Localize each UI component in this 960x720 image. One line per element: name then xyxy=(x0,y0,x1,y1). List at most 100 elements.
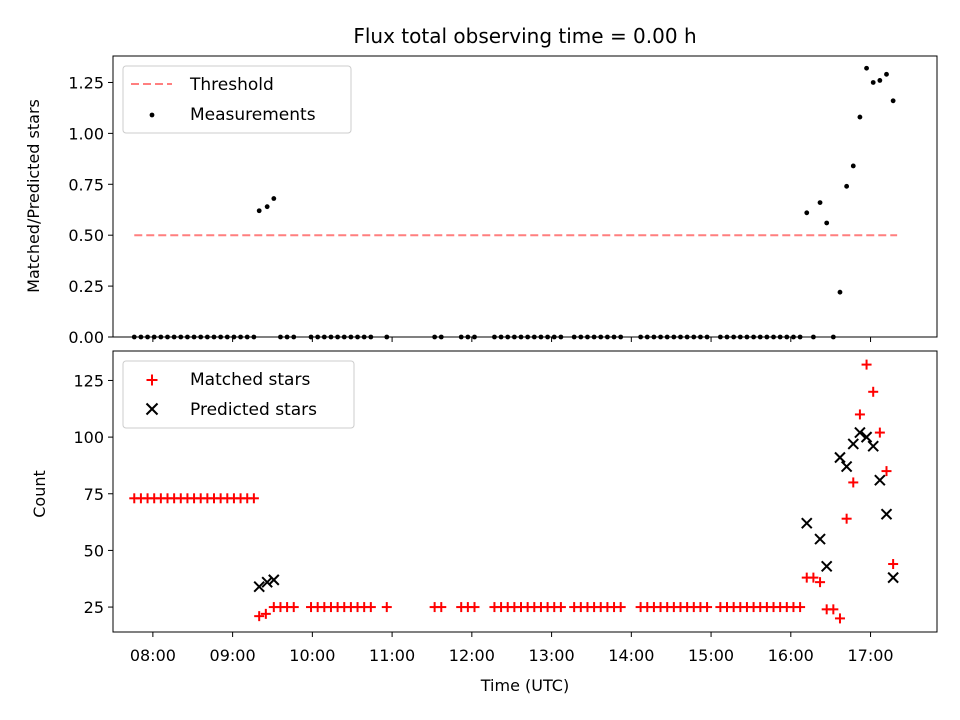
matched-stars-point xyxy=(841,513,852,524)
predicted-stars-point xyxy=(854,426,866,439)
legend-matched-swatch xyxy=(146,374,158,386)
predicted-stars-point xyxy=(874,474,886,486)
top-y-tick-label: 0.50 xyxy=(68,226,104,245)
legend-measurements-swatch xyxy=(149,112,155,118)
matched-stars-point xyxy=(881,466,892,477)
matched-stars-point xyxy=(828,604,839,615)
bottom-legend: Matched stars Predicted stars xyxy=(122,360,355,429)
x-tick-label: 13:00 xyxy=(529,646,575,665)
measurements-point xyxy=(264,204,270,210)
bottom-legend-box xyxy=(122,360,355,429)
predicted-stars-point xyxy=(801,517,813,529)
measurements-point xyxy=(890,98,896,104)
legend-matched-label: Matched stars xyxy=(190,370,310,390)
legend-predicted-swatch xyxy=(145,402,159,416)
x-tick-label: 15:00 xyxy=(688,646,734,665)
matched-stars-point xyxy=(795,602,806,613)
top-y-tick-label: 0.75 xyxy=(68,175,104,194)
top-y-axis-label: Matched/Predicted stars xyxy=(24,99,43,293)
top-y-tick-label: 0.25 xyxy=(68,277,104,296)
predicted-stars-point xyxy=(268,574,280,586)
x-tick-label: 09:00 xyxy=(210,646,256,665)
matched-stars-point xyxy=(861,359,872,370)
matched-stars-point xyxy=(868,386,879,397)
measurements-point xyxy=(824,220,830,226)
bottom-y-axis-label: Count xyxy=(30,470,49,518)
measurements-point xyxy=(877,78,883,83)
top-y-tick-label: 1.25 xyxy=(68,73,104,92)
top-legend: Threshold Measurements xyxy=(122,65,352,134)
bottom-x-axis: 08:00 09:00 10:00 11:00 12:00 13:00 14:00 15:00… xyxy=(130,632,894,665)
predicted-stars-point xyxy=(834,451,846,464)
bottom-y-tick-label: 25 xyxy=(84,598,104,617)
x-axis-label: Time (UTC) xyxy=(480,676,569,695)
top-panel: 0.00 0.25 0.50 0.75 1.00 1.25 Matched/Predict… xyxy=(24,55,938,347)
matched-stars-point xyxy=(815,577,826,588)
x-tick-label: 10:00 xyxy=(289,646,335,665)
measurements-point xyxy=(870,80,876,85)
top-plot-area xyxy=(131,65,898,340)
measurements-point xyxy=(256,208,262,214)
measurements-point xyxy=(844,183,850,189)
top-y-tick-label: 0.00 xyxy=(68,328,104,347)
bottom-panel: 25 50 75 100 125 08:00 09:00 10:00 11:00 12:00 13… xyxy=(30,350,938,695)
legend-measurements-label: Measurements xyxy=(190,105,316,125)
bottom-y-tick-label: 125 xyxy=(73,371,104,390)
predicted-stars-point xyxy=(880,508,893,520)
matched-stars-point xyxy=(381,602,392,613)
predicted-stars-point xyxy=(847,438,859,450)
x-tick-label: 14:00 xyxy=(608,646,654,665)
top-x-axis xyxy=(152,337,872,342)
top-y-tick-label: 1.00 xyxy=(68,124,104,143)
measurements-point xyxy=(837,289,843,295)
bottom-y-tick-label: 50 xyxy=(84,541,104,560)
matched-stars-point xyxy=(365,602,376,613)
predicted-stars-point xyxy=(867,440,879,452)
measurements-point xyxy=(817,200,823,206)
measurements-point xyxy=(271,196,277,201)
legend-predicted-label: Predicted stars xyxy=(190,400,317,420)
matched-stars-point xyxy=(702,602,713,613)
matched-stars-point xyxy=(854,409,865,420)
predicted-stars-point xyxy=(820,560,833,572)
measurements-point xyxy=(857,114,863,120)
predicted-stars-point xyxy=(887,571,899,584)
matched-stars-point xyxy=(260,608,271,619)
bottom-plot-area xyxy=(129,359,899,624)
bottom-y-axis: 25 50 75 100 125 xyxy=(73,371,113,617)
measurements-point xyxy=(884,71,889,77)
predicted-stars-point xyxy=(261,576,273,588)
matched-stars-point xyxy=(469,602,480,613)
predicted-stars-point xyxy=(253,580,265,593)
measurements-point xyxy=(864,65,869,71)
x-tick-label: 08:00 xyxy=(130,646,176,665)
chart-title: Flux total observing time = 0.00 h xyxy=(353,24,696,48)
matched-stars-point xyxy=(874,427,885,438)
bottom-y-tick-label: 100 xyxy=(73,428,104,447)
matched-stars-point xyxy=(248,493,259,504)
bottom-axes-frame xyxy=(112,350,938,633)
predicted-stars-point xyxy=(814,533,826,545)
matched-stars-point xyxy=(615,602,626,613)
x-tick-label: 12:00 xyxy=(449,646,495,665)
top-y-axis: 0.00 0.25 0.50 0.75 1.00 1.25 xyxy=(68,73,113,347)
x-tick-label: 17:00 xyxy=(847,646,893,665)
x-tick-label: 16:00 xyxy=(768,646,814,665)
matched-stars-point xyxy=(834,613,845,624)
x-tick-label: 11:00 xyxy=(369,646,415,665)
legend-threshold-label: Threshold xyxy=(189,75,274,95)
matched-stars-point xyxy=(288,602,299,613)
measurements-point xyxy=(804,210,810,216)
predicted-stars-point xyxy=(840,460,853,473)
matched-stars-point xyxy=(555,602,566,613)
measurements-point xyxy=(850,163,856,169)
matched-stars-point xyxy=(808,572,819,583)
matched-stars-point xyxy=(888,559,899,570)
matched-stars-point xyxy=(436,602,447,613)
bottom-y-tick-label: 75 xyxy=(84,485,104,504)
top-legend-box xyxy=(122,65,352,134)
matched-stars-point xyxy=(254,611,265,622)
predicted-stars-point xyxy=(860,431,873,443)
top-axes-frame xyxy=(112,55,938,338)
